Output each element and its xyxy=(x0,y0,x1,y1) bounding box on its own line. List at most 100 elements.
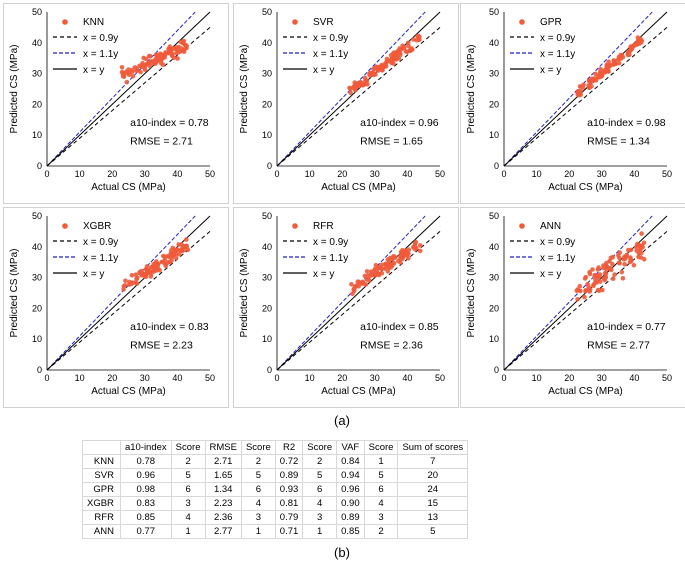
x-axis-label: Actual CS (MPa) xyxy=(91,182,165,193)
table-cell: 2 xyxy=(240,454,276,469)
table-cell: 1.34 xyxy=(204,482,242,497)
data-point xyxy=(364,269,370,274)
table-header-cell xyxy=(82,440,121,455)
data-point xyxy=(121,287,126,292)
score-table: a10-index Score RMSE Score R2 Score VAF Score Su… xyxy=(82,440,469,539)
chart-panel-gpr: 0 10 20 30 40 50 0 10 20 30 40 50 Actual CS (MPa) Pre… xyxy=(460,3,685,204)
legend-entry: x = 0.9y xyxy=(540,33,575,44)
chart-panel-svr: 0 10 20 30 40 50 0 10 20 30 40 50 Actual CS (MPa) Pre… xyxy=(233,3,459,204)
legend-entry: x = 1.1y xyxy=(313,49,348,60)
data-point xyxy=(142,65,147,71)
data-point xyxy=(355,279,361,284)
table-cell: 0.85 xyxy=(336,524,365,539)
data-point xyxy=(359,80,364,86)
table-row-label: XGBR xyxy=(82,496,121,511)
table-cell: 3 xyxy=(302,510,338,525)
table-cell: 0.83 xyxy=(119,496,172,511)
table-cell: 0.89 xyxy=(336,510,365,525)
data-point xyxy=(373,262,379,268)
table-row-label: SVR xyxy=(82,468,121,483)
data-point xyxy=(417,248,423,254)
data-point xyxy=(122,283,128,288)
ref-line-x-equals-y xyxy=(276,215,441,371)
data-point xyxy=(414,245,419,251)
data-point xyxy=(356,284,361,289)
x-tick-label: 10 xyxy=(75,373,85,383)
data-point xyxy=(176,242,181,247)
data-point xyxy=(361,281,366,286)
legend-marker-points xyxy=(62,19,68,25)
data-point xyxy=(384,56,390,62)
data-point xyxy=(620,276,626,281)
table-header-cell: VAF xyxy=(336,440,365,455)
data-point xyxy=(604,260,609,266)
data-point xyxy=(181,247,186,253)
data-point xyxy=(153,260,158,266)
data-point xyxy=(368,269,374,274)
data-point xyxy=(591,282,596,287)
data-point xyxy=(617,250,623,255)
data-point xyxy=(144,270,150,275)
data-point xyxy=(119,69,125,75)
data-point xyxy=(184,45,189,51)
x-tick-label: 20 xyxy=(337,373,347,383)
y-tick-label: 40 xyxy=(32,242,42,252)
data-point xyxy=(351,84,356,89)
data-point xyxy=(599,73,604,78)
data-point xyxy=(175,56,180,61)
x-tick-label: 30 xyxy=(140,373,150,383)
data-point xyxy=(404,49,410,55)
table-cell: 2 xyxy=(302,454,338,469)
x-tick-label: 0 xyxy=(274,169,279,179)
data-point xyxy=(610,261,615,267)
table-cell: 2.71 xyxy=(204,454,242,469)
x-tick-label: 0 xyxy=(44,169,49,179)
table-cell: 13 xyxy=(397,510,469,525)
data-point xyxy=(382,266,388,271)
legend-entry: SVR xyxy=(313,17,334,28)
y-tick-label: 40 xyxy=(32,38,42,48)
rmse-annotation: RMSE = 1.34 xyxy=(587,135,650,147)
data-point xyxy=(174,50,179,56)
legend-entry: x = 0.9y xyxy=(313,237,348,248)
data-point xyxy=(594,77,599,82)
table-cell: 4 xyxy=(170,510,206,525)
x-tick-label: 30 xyxy=(597,169,607,179)
table-cell: 1 xyxy=(170,524,206,539)
ref-line-x-equals-y xyxy=(46,215,211,371)
legend-entry: x = 1.1y xyxy=(83,253,118,264)
data-point xyxy=(168,47,173,53)
y-tick-label: 50 xyxy=(489,211,499,221)
data-point xyxy=(585,281,590,287)
x-tick-label: 30 xyxy=(370,373,380,383)
y-axis-label: Predicted CS (MPa) xyxy=(9,249,20,338)
data-point xyxy=(416,37,422,42)
table-cell: 6 xyxy=(170,482,206,497)
y-tick-label: 40 xyxy=(489,38,499,48)
table-cell: 5 xyxy=(397,524,469,539)
table-cell: 2.23 xyxy=(204,496,242,511)
x-tick-label: 50 xyxy=(435,373,445,383)
rmse-annotation: RMSE = 2.71 xyxy=(130,135,193,147)
data-point xyxy=(394,55,399,61)
data-point xyxy=(139,273,144,278)
legend-entry: x = 1.1y xyxy=(313,253,348,264)
data-point xyxy=(162,254,167,259)
y-tick-label: 0 xyxy=(494,365,499,375)
table-cell: 0.77 xyxy=(119,524,172,539)
table-row: ANN 0.77 1 2.77 1 0.71 1 0.85 2 5 xyxy=(82,524,469,539)
data-point xyxy=(371,72,377,78)
legend-entry: KNN xyxy=(83,17,104,28)
data-point xyxy=(119,65,125,70)
data-point xyxy=(372,269,377,274)
y-tick-label: 40 xyxy=(262,242,272,252)
legend-entry: x = 0.9y xyxy=(540,237,575,248)
table-cell: 3 xyxy=(363,510,399,525)
table-cell: 0.93 xyxy=(274,482,304,497)
rmse-annotation: RMSE = 2.77 xyxy=(587,339,650,351)
ref-line-0-9y xyxy=(503,27,668,167)
x-tick-label: 40 xyxy=(172,373,182,383)
data-point xyxy=(157,267,162,273)
legend-marker-points xyxy=(519,223,525,229)
data-point xyxy=(129,273,135,278)
